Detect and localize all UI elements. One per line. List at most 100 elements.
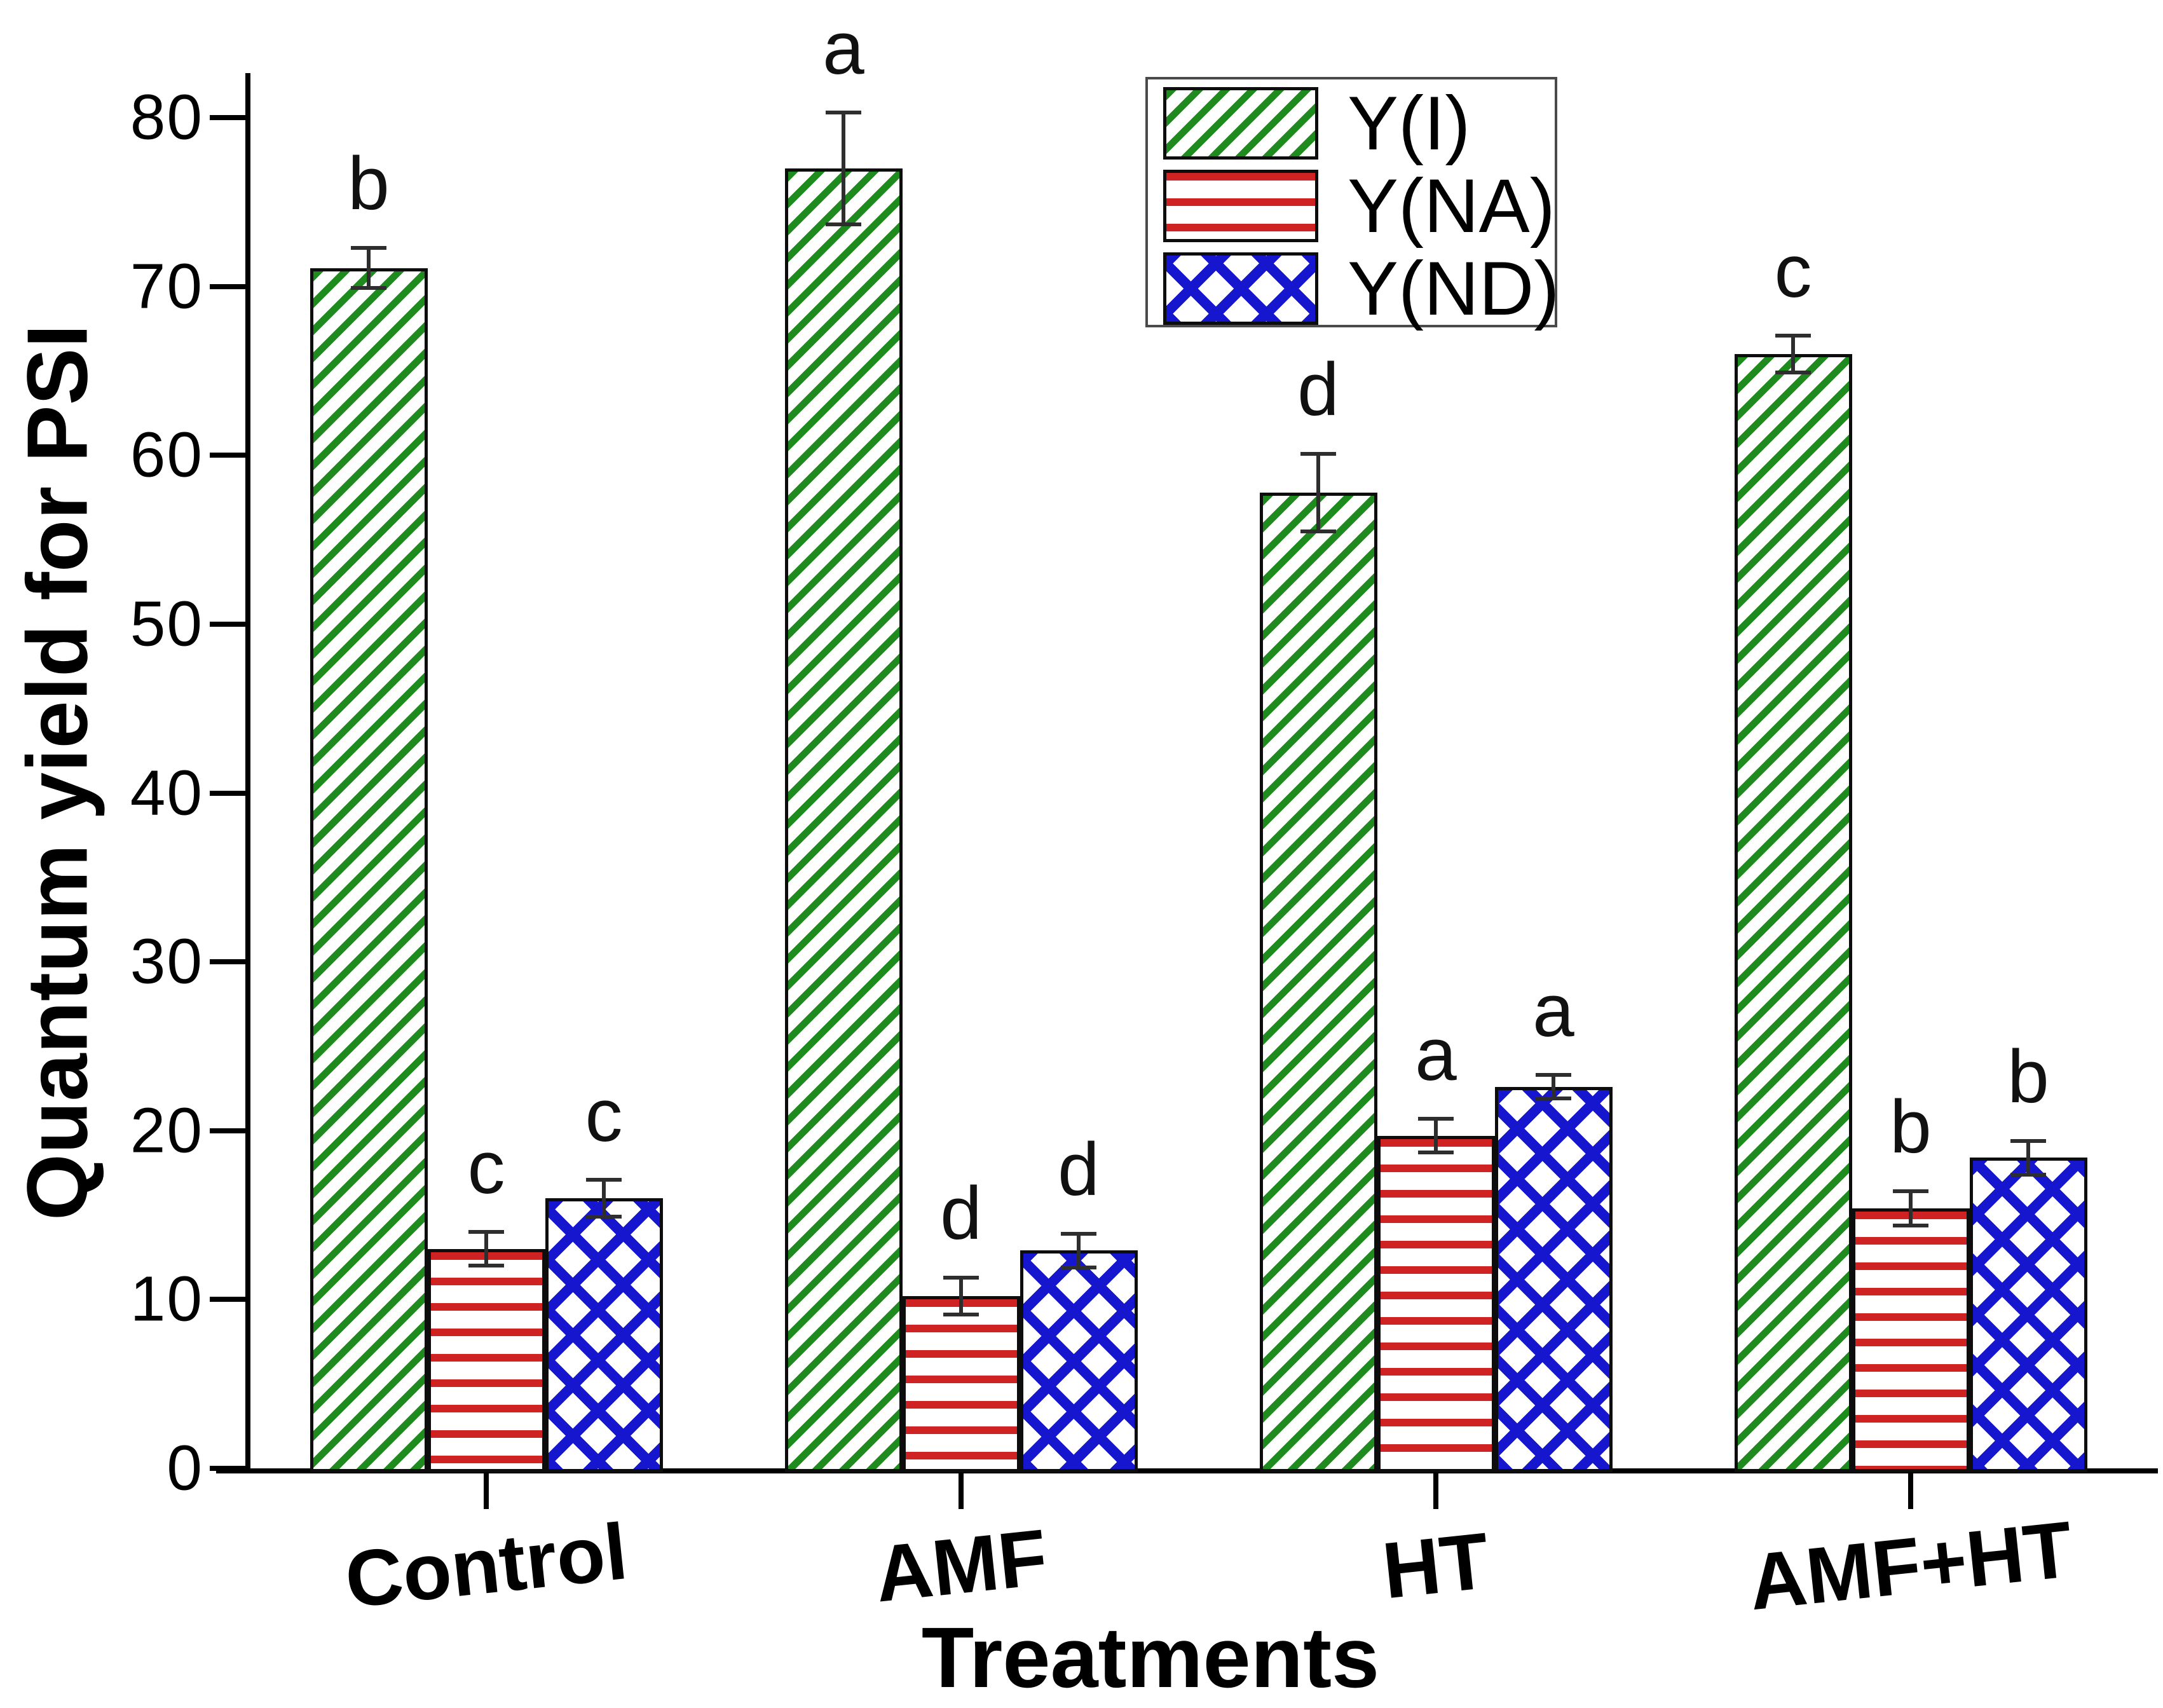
significance-letter: a (822, 6, 864, 91)
bar-Y(NA)-AMF+HT (1852, 1208, 1970, 1472)
error-bar-cap-top (1536, 1073, 1571, 1077)
significance-letter: c (1774, 229, 1812, 313)
significance-letter: b (1890, 1085, 1932, 1170)
y-tick-mark (210, 790, 245, 796)
error-bar-cap-top (468, 1230, 504, 1234)
y-tick-mark (210, 453, 245, 458)
error-bar-cap-bottom (1300, 529, 1336, 533)
y-axis-line (245, 73, 250, 1472)
y-tick-mark (210, 284, 245, 289)
error-bar-cap-bottom (1061, 1265, 1096, 1269)
significance-letter: b (348, 141, 390, 226)
legend: Y(I) Y(NA) Y(ND) (1145, 77, 1559, 331)
error-bar-cap-bottom (468, 1264, 504, 1268)
error-bar (959, 1277, 963, 1315)
error-bar (1552, 1075, 1555, 1099)
bar-Y(I)-AMF (784, 168, 903, 1472)
y-tick-mark (210, 959, 245, 965)
bar-Y(ND)-Control (545, 1198, 663, 1472)
legend-row-Y(NA): Y(NA) (1163, 163, 1555, 249)
legend-row-Y(ND): Y(ND) (1163, 246, 1559, 331)
y-tick-label: 20 (130, 1095, 203, 1166)
y-tick-mark (210, 1297, 245, 1302)
significance-letter: d (940, 1171, 982, 1255)
error-bar (1077, 1233, 1081, 1267)
error-bar-cap-bottom (826, 222, 861, 226)
x-tick-mark (959, 1472, 964, 1509)
legend-swatch-horizontal-icon (1163, 170, 1318, 242)
bar-Y(I)-HT (1259, 492, 1377, 1472)
error-bar (1909, 1191, 1913, 1226)
legend-label-Y(I): Y(I) (1348, 81, 1471, 166)
y-tick-mark (210, 1128, 245, 1133)
error-bar-cap-top (351, 245, 386, 250)
x-axis-line (216, 1468, 2158, 1473)
y-tick-mark (210, 115, 245, 121)
error-bar-cap-bottom (1775, 371, 1811, 375)
x-tick-label-amf-ht: AMF+HT (1744, 1505, 2077, 1627)
legend-label-Y(NA): Y(NA) (1348, 163, 1555, 249)
significance-letter: d (1058, 1127, 1100, 1212)
x-tick-label-control: Control (341, 1507, 632, 1625)
error-bar-cap-bottom (1418, 1151, 1454, 1155)
legend-row-Y(I): Y(I) (1163, 81, 1545, 166)
error-bar (484, 1232, 488, 1266)
x-axis-title: Treatments (921, 1609, 1380, 1705)
bar-Y(ND)-HT (1494, 1086, 1613, 1472)
significance-letter: b (2007, 1034, 2049, 1119)
y-tick-label: 30 (130, 926, 203, 997)
x-tick-label-amf: AMF (871, 1513, 1051, 1619)
error-bar-cap-bottom (351, 286, 386, 290)
error-bar-cap-top (1061, 1231, 1096, 1236)
error-bar-cap-top (1893, 1189, 1928, 1194)
error-bar-cap-bottom (2010, 1172, 2046, 1177)
error-bar-cap-bottom (943, 1313, 979, 1317)
x-tick-mark (1908, 1472, 1913, 1509)
error-bar (1791, 335, 1795, 373)
error-bar-cap-top (1300, 451, 1336, 456)
bar-Y(I)-AMF+HT (1734, 354, 1852, 1472)
significance-letter: c (585, 1073, 623, 1158)
significance-letter: c (467, 1126, 505, 1210)
x-tick-mark (484, 1472, 489, 1509)
error-bar (602, 1179, 606, 1217)
error-bar (1434, 1119, 1438, 1153)
y-tick-mark (210, 622, 245, 627)
y-tick-label: 50 (130, 588, 203, 660)
error-bar-cap-bottom (586, 1215, 622, 1219)
y-tick-label: 10 (130, 1263, 203, 1335)
legend-label-Y(ND): Y(ND) (1348, 246, 1560, 331)
bar-Y(I)-Control (310, 268, 428, 1472)
x-tick-label-ht: HT (1378, 1516, 1494, 1616)
error-bar (842, 113, 845, 224)
error-bar-cap-top (943, 1275, 979, 1280)
bar-Y(NA)-HT (1377, 1135, 1495, 1472)
error-bar (2026, 1140, 2030, 1175)
bar-Y(NA)-AMF (902, 1296, 1020, 1472)
y-tick-label: 70 (130, 250, 203, 322)
error-bar-cap-bottom (1893, 1223, 1928, 1227)
x-tick-mark (1433, 1472, 1438, 1509)
bar-Y(ND)-AMF (1020, 1250, 1138, 1472)
significance-letter: a (1415, 1013, 1457, 1097)
error-bar-cap-top (1775, 333, 1811, 338)
y-tick-mark (210, 1466, 245, 1471)
y-tick-label: 0 (167, 1432, 203, 1504)
legend-swatch-diagonal-icon (1163, 87, 1318, 160)
error-bar-cap-top (826, 111, 861, 115)
error-bar-cap-bottom (1536, 1097, 1571, 1101)
bar-Y(ND)-AMF+HT (1969, 1158, 2087, 1472)
y-tick-label: 80 (130, 81, 203, 153)
bar-Y(NA)-Control (427, 1248, 545, 1472)
error-bar-cap-top (2010, 1138, 2046, 1143)
y-tick-label: 60 (130, 419, 203, 491)
significance-letter: a (1532, 969, 1574, 1053)
y-tick-label: 40 (130, 757, 203, 829)
error-bar (1316, 453, 1320, 531)
significance-letter: d (1297, 347, 1339, 432)
error-bar (367, 247, 371, 289)
legend-swatch-crosshatch-icon (1163, 252, 1318, 325)
error-bar-cap-top (1418, 1117, 1454, 1121)
error-bar-cap-top (586, 1177, 622, 1182)
